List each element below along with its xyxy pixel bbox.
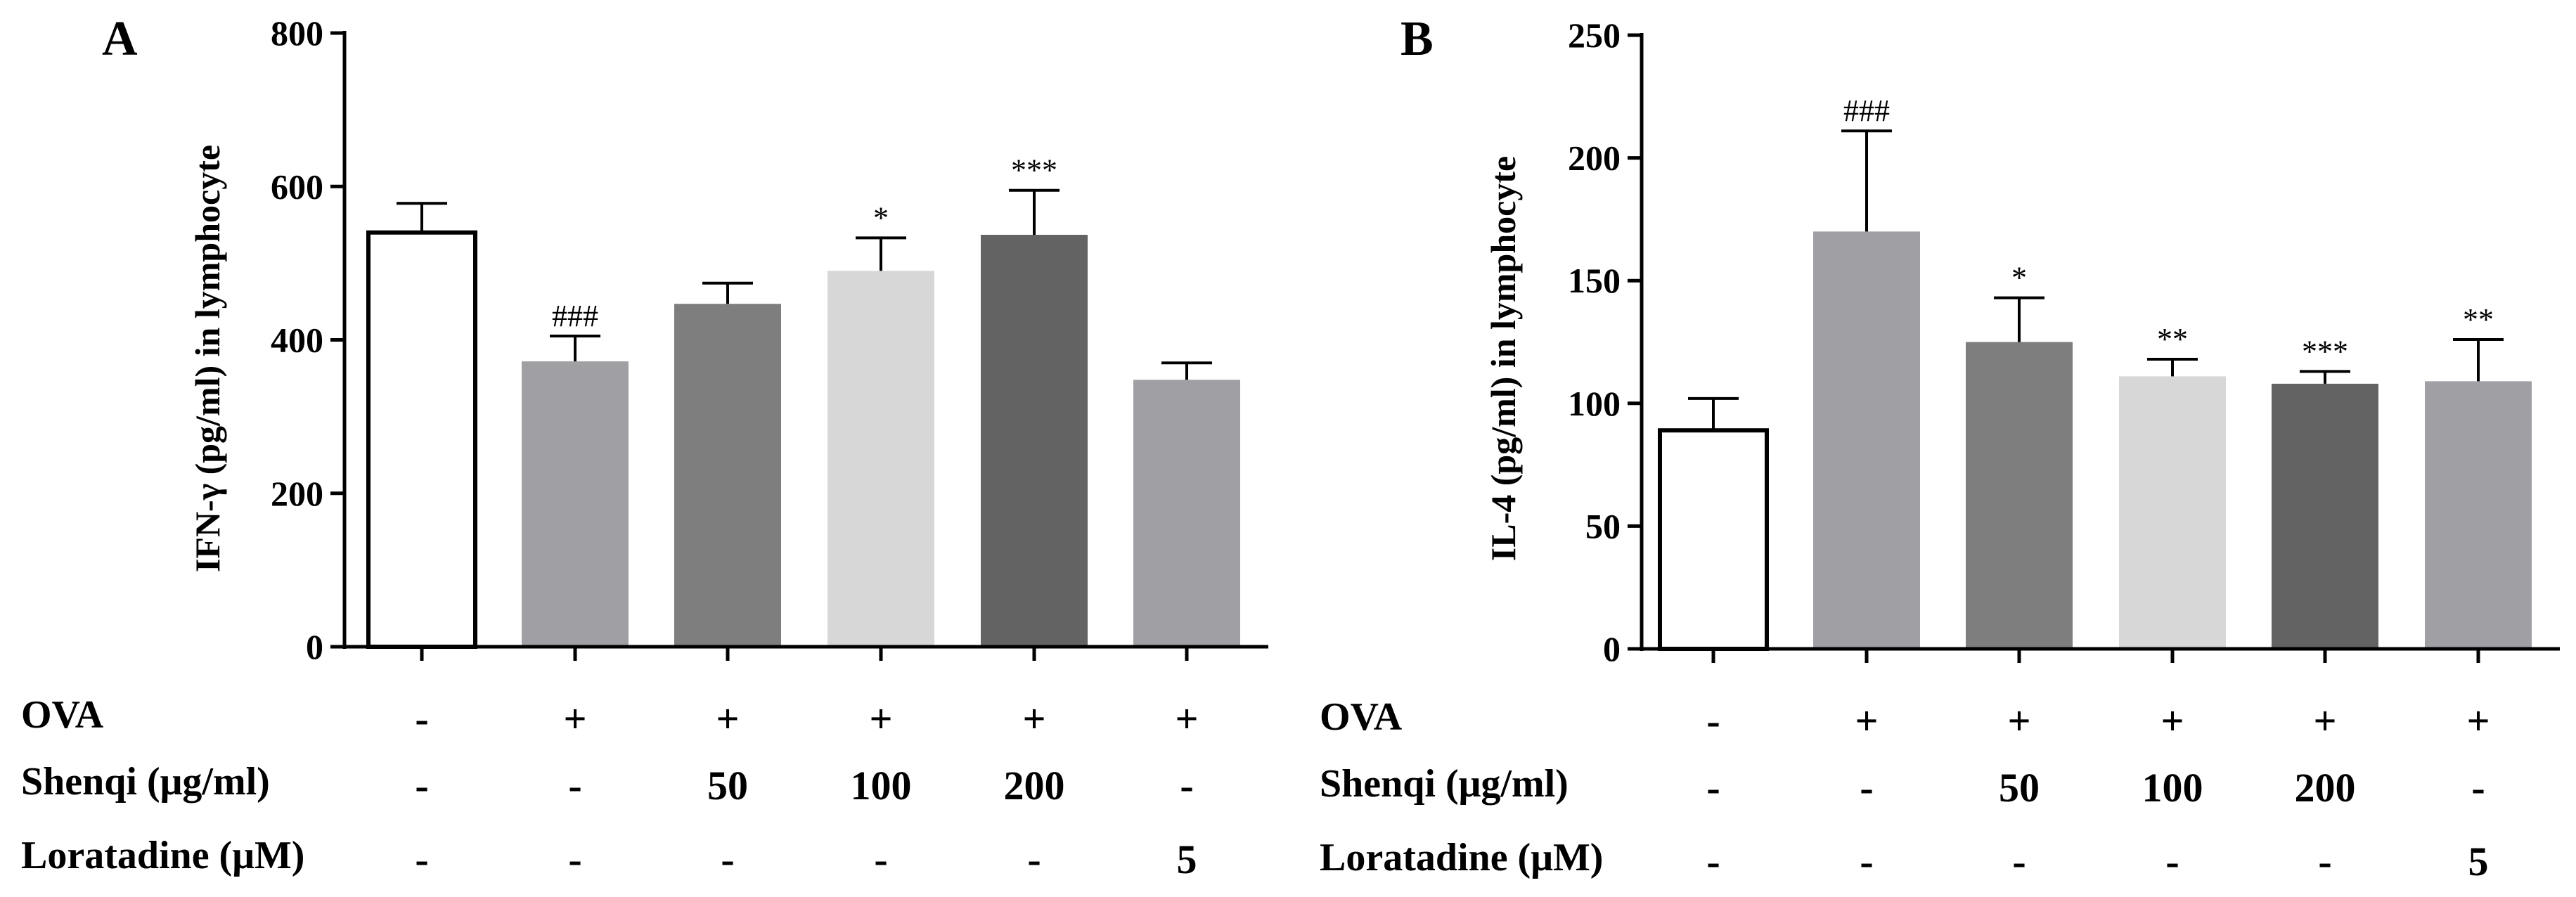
panel-b-shenqi-value: 200	[2295, 765, 2356, 811]
panel-a-loratadine-value: -	[568, 837, 581, 882]
panel-a-y-tick-label: 200	[271, 474, 323, 513]
panel-a-y-tick-label: 400	[271, 321, 323, 360]
panel-b-shenqi-value: 100	[2142, 765, 2203, 811]
panel-a-row-label-shenqi: Shenqi (μg/ml)	[21, 760, 270, 804]
panel-a-loratadine-value: -	[721, 837, 734, 882]
panel-b-y-tick-label: 150	[1568, 261, 1621, 300]
panel-a-shenqi-value: -	[568, 763, 581, 808]
panel-b-significance-label: *	[2011, 261, 2027, 295]
panel-a-ova-value: +	[716, 696, 739, 742]
panel-a-y-tick-label: 600	[271, 167, 323, 206]
panel-b-row-label-shenqi: Shenqi (μg/ml)	[1320, 762, 1569, 806]
panel-a-significance-label: ###	[552, 299, 598, 333]
panel-b-y-axis-label: IL-4 (pg/ml) in lymphocyte	[1483, 156, 1523, 561]
panel-b-significance-label: ###	[1843, 93, 1890, 128]
panel-b-y-tick-label: 0	[1603, 629, 1621, 669]
panel-b-shenqi-value: -	[1706, 765, 1720, 811]
panel-a-shenqi-value: -	[415, 763, 428, 808]
panel-b-bar	[1658, 428, 1769, 651]
panel-b-bar	[1966, 342, 2073, 649]
panel-a-bar	[827, 271, 934, 647]
panel-a-bar	[1133, 380, 1240, 647]
panel-b-loratadine-value: 5	[2468, 839, 2489, 884]
panel-b-significance-label: ***	[2302, 334, 2348, 368]
panel-b-y-tick-label: 50	[1585, 506, 1621, 546]
panel-b-ova-value: +	[1855, 698, 1878, 744]
panel-a-shenqi-value: -	[1180, 763, 1193, 808]
panel-b-ova-value: +	[2313, 698, 2336, 744]
panel-b-bar	[2425, 381, 2532, 649]
panel-b-loratadine-value: -	[2318, 839, 2331, 884]
panel-a-bar	[674, 304, 781, 647]
panel-b-significance-label: **	[2157, 322, 2188, 356]
panel-a-bar	[366, 230, 477, 650]
panel-b-loratadine-value: -	[1706, 839, 1720, 884]
panel-b-shenqi-value: -	[2471, 765, 2485, 811]
panel-a-bar	[981, 234, 1088, 647]
panel-b-ova-value: +	[2007, 698, 2030, 744]
panel-b-ova-value: +	[2466, 698, 2490, 744]
panel-a-significance-label: *	[873, 200, 889, 235]
panel-a-loratadine-value: -	[415, 837, 428, 882]
panel-b-y-tick-label: 250	[1568, 15, 1621, 55]
panel-a-letter: A	[102, 12, 138, 66]
panel-a-y-axis-label: IFN-γ (pg/ml) in lymphocyte	[188, 145, 227, 572]
panel-a-ova-value: +	[1022, 696, 1045, 742]
panel-a-loratadine-value: -	[1027, 837, 1041, 882]
panel-a-bar	[522, 361, 629, 647]
panel-b-shenqi-value: 50	[1999, 765, 2040, 811]
panel-a-row-label-ova: OVA	[21, 693, 104, 737]
panel-b-row-label-loratadine: Loratadine (μM)	[1320, 836, 1603, 879]
panel-b-row-label-ova: OVA	[1320, 695, 1403, 739]
panel-b-loratadine-value: -	[2012, 839, 2026, 884]
panel-b-loratadine-value: -	[1860, 839, 1873, 884]
panel-b-bar	[1813, 231, 1920, 649]
panel-a-significance-label: ***	[1011, 153, 1057, 188]
panel-a-shenqi-value: 200	[1004, 763, 1065, 808]
panel-b-y-tick-label: 200	[1568, 138, 1621, 178]
panel-a-y-tick-label: 800	[271, 13, 323, 53]
panel-a-ova-value: +	[563, 696, 586, 742]
panel-a-loratadine-value: -	[874, 837, 887, 882]
panel-b-significance-label: **	[2463, 302, 2494, 337]
panel-a-shenqi-value: 100	[851, 763, 912, 808]
panel-a-y-tick-label: 0	[306, 627, 323, 666]
panel-b-ova-value: -	[1706, 698, 1720, 744]
panel-b-y-tick-label: 100	[1568, 384, 1621, 423]
panel-b-shenqi-value: -	[1860, 765, 1873, 811]
panel-a-ova-value: -	[415, 696, 428, 742]
panel-a-ova-value: +	[1175, 696, 1198, 742]
panel-a-shenqi-value: 50	[707, 763, 748, 808]
panel-a-ova-value: +	[869, 696, 892, 742]
panel-b-letter: B	[1400, 12, 1434, 66]
panel-b-loratadine-value: -	[2165, 839, 2179, 884]
panel-a-loratadine-value: 5	[1177, 837, 1197, 882]
panel-b-bar	[2272, 383, 2378, 649]
panel-a-row-label-loratadine: Loratadine (μM)	[21, 834, 304, 877]
panel-b-bar	[2119, 376, 2226, 649]
panel-b-ova-value: +	[2160, 698, 2184, 744]
